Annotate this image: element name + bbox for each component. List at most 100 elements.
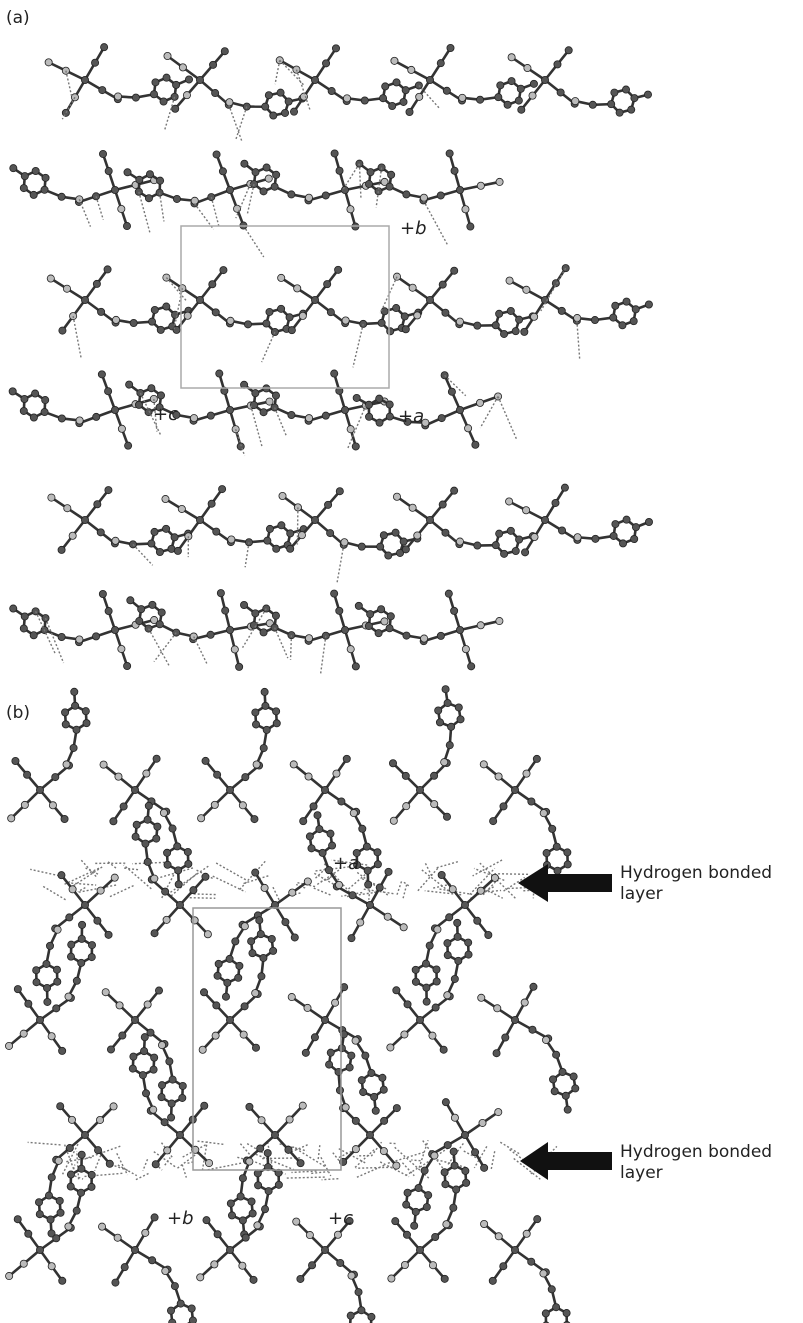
atom (248, 938, 255, 945)
atom (67, 1171, 74, 1178)
atom (462, 206, 469, 213)
atom (623, 298, 630, 305)
atom (325, 1061, 332, 1068)
atom (127, 597, 134, 604)
atom (365, 180, 372, 187)
atom (226, 1246, 233, 1253)
atom (450, 1204, 457, 1211)
atom (371, 1093, 378, 1100)
atom (110, 1103, 117, 1110)
atom (273, 720, 280, 727)
atom (129, 1065, 136, 1072)
atom (144, 1001, 151, 1008)
atom (5, 1042, 12, 1049)
atom (57, 1103, 64, 1110)
atom (239, 1262, 246, 1269)
atom (148, 318, 155, 325)
atom (557, 89, 564, 96)
hydrogen-bond (110, 885, 134, 896)
atom (439, 281, 446, 288)
atom (204, 931, 211, 938)
atom (168, 1100, 175, 1107)
atom (450, 1148, 457, 1155)
atom (388, 1275, 395, 1282)
atom (543, 849, 550, 856)
atom (33, 967, 40, 974)
atom (632, 524, 639, 531)
atom (240, 601, 247, 608)
atom (20, 1030, 27, 1037)
hydrogen-bond (509, 888, 526, 889)
atom (62, 721, 69, 728)
atom (88, 942, 95, 949)
atom (76, 417, 83, 424)
atom (154, 823, 161, 830)
atom (489, 1277, 496, 1284)
hydrogen-bond (402, 1163, 414, 1176)
atom (385, 552, 392, 559)
atom (184, 312, 191, 319)
atom (347, 426, 354, 433)
atom (131, 1016, 138, 1023)
atom (58, 546, 65, 553)
atom (166, 1058, 173, 1065)
atom (167, 1307, 174, 1314)
atom (263, 164, 270, 171)
atom (73, 977, 80, 984)
atom (123, 222, 130, 229)
atom (110, 818, 117, 825)
arrow (518, 864, 612, 902)
atom (500, 803, 507, 810)
atom (376, 395, 383, 402)
atom (332, 45, 339, 52)
atom (172, 105, 179, 112)
atom (46, 942, 53, 949)
atom (232, 938, 239, 945)
atom (327, 1049, 334, 1056)
atom (378, 319, 385, 326)
atom (10, 605, 17, 612)
atom (592, 535, 599, 542)
atom (321, 1246, 328, 1253)
atom (190, 414, 197, 421)
atom (534, 1216, 541, 1223)
hydrogen-bond (124, 865, 152, 889)
atom (138, 606, 145, 613)
atom (570, 1073, 577, 1080)
atom (153, 835, 160, 842)
atom (156, 621, 163, 628)
atom (341, 406, 348, 413)
atom (446, 914, 453, 921)
atom (6, 1272, 13, 1279)
atom (311, 516, 318, 523)
axis-label: +b (167, 1208, 194, 1229)
atom (272, 612, 279, 619)
atom (35, 1199, 42, 1206)
atom (297, 1275, 304, 1282)
atom (278, 274, 285, 281)
atom (112, 537, 119, 544)
atom (142, 840, 149, 847)
atom (400, 538, 407, 545)
atom (73, 726, 80, 733)
atom (81, 516, 88, 523)
atom (288, 327, 295, 334)
atom (441, 759, 448, 766)
atom (252, 390, 259, 397)
atom (523, 1230, 530, 1237)
atom (114, 93, 121, 100)
atom (78, 959, 85, 966)
atom (239, 802, 246, 809)
atom (616, 109, 623, 116)
atom (260, 188, 267, 195)
atom (610, 532, 617, 539)
atom (211, 1261, 218, 1268)
atom (611, 89, 618, 96)
atom (325, 867, 332, 874)
atom (286, 1116, 293, 1123)
atom (149, 601, 156, 608)
atom (300, 818, 307, 825)
atom (201, 1102, 208, 1109)
atom (294, 285, 301, 292)
atom (347, 1312, 354, 1319)
